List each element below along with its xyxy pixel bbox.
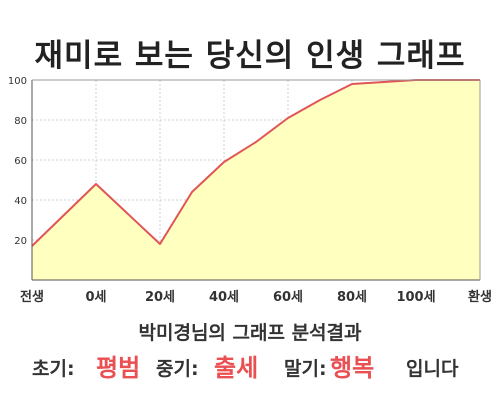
- y-tick-label: 80: [14, 116, 27, 127]
- middle-label: 중기:: [156, 358, 199, 380]
- suffix-text: 입니다: [406, 358, 459, 380]
- page-title: 재미로 보는 당신의 인생 그래프: [34, 38, 466, 74]
- late-value: 행복: [330, 354, 375, 382]
- x-tick-label: 60세: [273, 290, 303, 305]
- y-tick-label: 20: [14, 236, 27, 247]
- x-tick-label: 0세: [85, 290, 106, 305]
- x-tick-label: 40세: [209, 290, 239, 305]
- early-label: 초기:: [32, 358, 75, 380]
- x-tick-label: 전생: [20, 289, 44, 305]
- analysis-subtitle: 박미경님의 그래프 분석결과: [138, 322, 362, 344]
- x-tick-label: 80세: [337, 290, 367, 305]
- x-tick-label: 100세: [396, 290, 435, 305]
- late-label: 말기:: [284, 358, 327, 380]
- result-line: 초기: 평범 중기: 출세 말기: 행복 입니다: [0, 344, 500, 384]
- y-tick-label: 60: [14, 156, 27, 167]
- y-tick-label: 40: [14, 196, 27, 207]
- early-value: 평범: [96, 354, 141, 382]
- x-tick-label: 20세: [145, 290, 175, 305]
- series-line: [31, 79, 480, 247]
- x-tick-label: 환생: [468, 289, 492, 305]
- middle-value: 출세: [214, 354, 259, 382]
- y-tick-label: 100: [8, 76, 27, 87]
